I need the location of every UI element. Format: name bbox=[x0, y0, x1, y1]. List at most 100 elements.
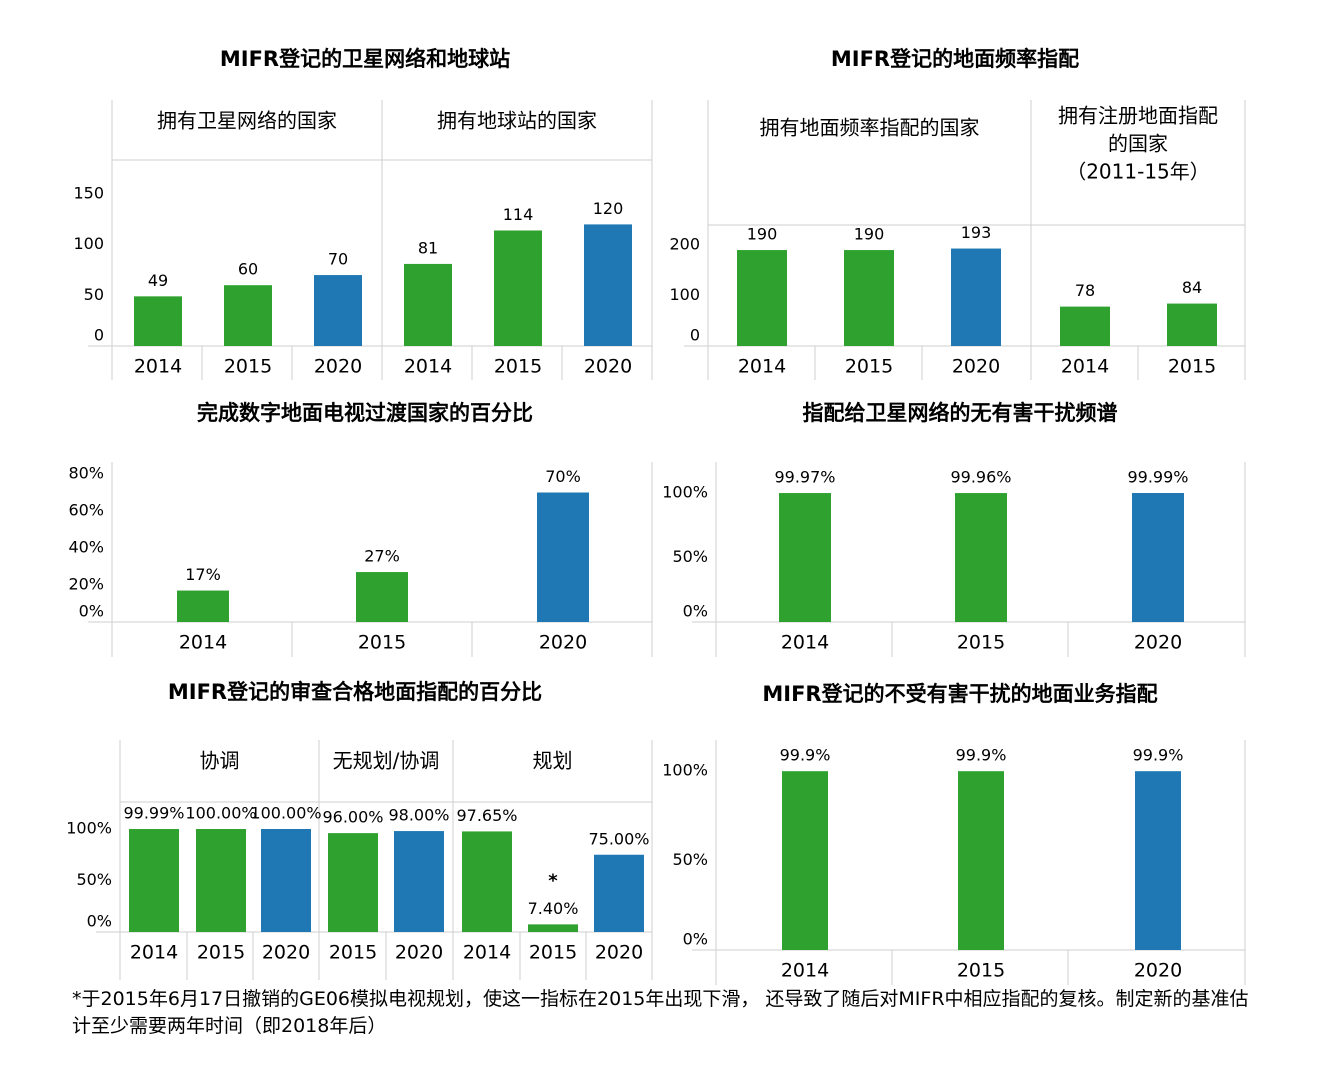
y-tick-label: 0% bbox=[87, 912, 112, 931]
y-tick-label: 0% bbox=[683, 602, 708, 621]
bar bbox=[1132, 493, 1184, 622]
x-tick-label: 2014 bbox=[463, 942, 511, 964]
y-tick-label: 100% bbox=[662, 483, 708, 502]
chart-1: MIFR登记的卫星网络和地球站 0 50 100 150 拥有卫星网络的国家 49 2014 6… bbox=[73, 47, 653, 380]
bar bbox=[779, 493, 831, 622]
data-label: 49 bbox=[148, 271, 168, 290]
group-header: 拥有地面频率指配的国家 bbox=[760, 116, 980, 140]
chart-5: MIFR登记的审查合格地面指配的百分比 0% 50% 100% 协调 99.99% 2014… bbox=[66, 680, 653, 980]
chart-title: 完成数字地面电视过渡国家的百分比 bbox=[197, 401, 533, 425]
y-tick-label: 50% bbox=[672, 850, 708, 869]
group-header: 规划 bbox=[533, 749, 573, 773]
data-label: 99.99% bbox=[123, 804, 184, 823]
data-label: 100.00% bbox=[250, 804, 321, 823]
bar bbox=[1135, 771, 1181, 950]
bar bbox=[177, 590, 229, 622]
x-tick-label: 2020 bbox=[395, 942, 443, 964]
x-tick-label: 2020 bbox=[262, 942, 310, 964]
chart-2: MIFR登记的地面频率指配 0 100 200 拥有地面频率指配的国家 190 2014 19… bbox=[669, 47, 1246, 380]
y-tick-label: 80% bbox=[68, 464, 104, 483]
data-label: 60 bbox=[238, 260, 258, 279]
asterisk-mark: * bbox=[548, 870, 558, 891]
x-tick-label: 2014 bbox=[130, 942, 178, 964]
bar bbox=[328, 833, 378, 932]
x-tick-label: 2020 bbox=[952, 356, 1000, 378]
y-tick-label: 20% bbox=[68, 575, 104, 594]
data-label: 120 bbox=[593, 199, 624, 218]
x-tick-label: 2015 bbox=[529, 942, 577, 964]
x-tick-label: 2015 bbox=[197, 942, 245, 964]
x-tick-label: 2015 bbox=[957, 632, 1005, 654]
group-header: （2011-15年） bbox=[1066, 160, 1210, 184]
data-label: 70% bbox=[545, 467, 581, 486]
x-tick-label: 2015 bbox=[494, 356, 542, 378]
chart-3: 完成数字地面电视过渡国家的百分比 0% 20% 40% 60% 80% 17% 2014 27%… bbox=[68, 401, 653, 657]
data-label: 81 bbox=[418, 238, 438, 257]
y-tick-label: 50% bbox=[76, 870, 112, 889]
bar bbox=[394, 831, 444, 932]
y-tick-label: 50 bbox=[84, 285, 104, 304]
y-tick-label: 50% bbox=[672, 547, 708, 566]
x-tick-label: 2020 bbox=[539, 632, 587, 654]
data-label: 190 bbox=[747, 225, 778, 244]
data-label: 70 bbox=[328, 250, 348, 269]
bar bbox=[1060, 306, 1110, 346]
y-tick-label: 0% bbox=[79, 602, 104, 621]
bar bbox=[528, 924, 578, 932]
y-tick-label: 0 bbox=[94, 326, 104, 345]
y-tick-label: 100 bbox=[669, 285, 700, 304]
group-header: 协调 bbox=[200, 749, 240, 773]
x-tick-label: 2020 bbox=[584, 356, 632, 378]
bar bbox=[494, 230, 542, 346]
y-tick-label: 100 bbox=[73, 234, 104, 253]
bar bbox=[129, 829, 179, 932]
data-label: 99.99% bbox=[1127, 468, 1188, 487]
bar bbox=[462, 831, 512, 932]
data-label: 193 bbox=[961, 223, 992, 242]
bar bbox=[955, 493, 1007, 622]
x-tick-label: 2020 bbox=[314, 356, 362, 378]
bar bbox=[537, 492, 589, 622]
x-tick-label: 2014 bbox=[134, 356, 182, 378]
chart-6: MIFR登记的不受有害干扰的地面业务指配 0% 50% 100% 99.9% 2014 99… bbox=[662, 682, 1246, 985]
y-tick-label: 100% bbox=[662, 761, 708, 780]
data-label: 99.96% bbox=[950, 468, 1011, 487]
group-header: 的国家 bbox=[1108, 132, 1168, 156]
x-tick-label: 2014 bbox=[781, 960, 829, 982]
bar bbox=[314, 275, 362, 346]
x-tick-label: 2014 bbox=[781, 632, 829, 654]
data-label: 98.00% bbox=[388, 806, 449, 825]
data-label: 97.65% bbox=[456, 806, 517, 825]
bar bbox=[404, 263, 452, 346]
bar bbox=[951, 248, 1001, 346]
data-label: 17% bbox=[185, 565, 221, 584]
bar bbox=[134, 296, 182, 346]
data-label: 100.00% bbox=[185, 804, 256, 823]
y-tick-label: 150 bbox=[73, 184, 104, 203]
data-label: 99.97% bbox=[774, 468, 835, 487]
data-label: 84 bbox=[1182, 278, 1202, 297]
group-header: 拥有地球站的国家 bbox=[437, 109, 597, 133]
y-tick-label: 60% bbox=[68, 501, 104, 520]
chart-title: MIFR登记的审查合格地面指配的百分比 bbox=[168, 680, 542, 704]
y-tick-label: 100% bbox=[66, 819, 112, 838]
chart-title: MIFR登记的不受有害干扰的地面业务指配 bbox=[762, 682, 1157, 706]
bar bbox=[261, 829, 311, 932]
bar bbox=[737, 250, 787, 346]
bar bbox=[196, 829, 246, 932]
group-header: 拥有卫星网络的国家 bbox=[157, 109, 337, 133]
x-tick-label: 2014 bbox=[404, 356, 452, 378]
data-label: 99.9% bbox=[780, 746, 831, 765]
data-label: 7.40% bbox=[528, 899, 579, 918]
chart-title: MIFR登记的地面频率指配 bbox=[831, 47, 1079, 71]
chart-title: 指配给卫星网络的无有害干扰频谱 bbox=[803, 401, 1118, 425]
y-tick-label: 200 bbox=[669, 235, 700, 254]
data-label: 114 bbox=[503, 205, 534, 224]
x-tick-label: 2014 bbox=[738, 356, 786, 378]
y-tick-label: 0% bbox=[683, 930, 708, 949]
x-tick-label: 2015 bbox=[329, 942, 377, 964]
bar bbox=[584, 224, 632, 346]
data-label: 190 bbox=[854, 225, 885, 244]
data-label: 78 bbox=[1075, 281, 1095, 300]
